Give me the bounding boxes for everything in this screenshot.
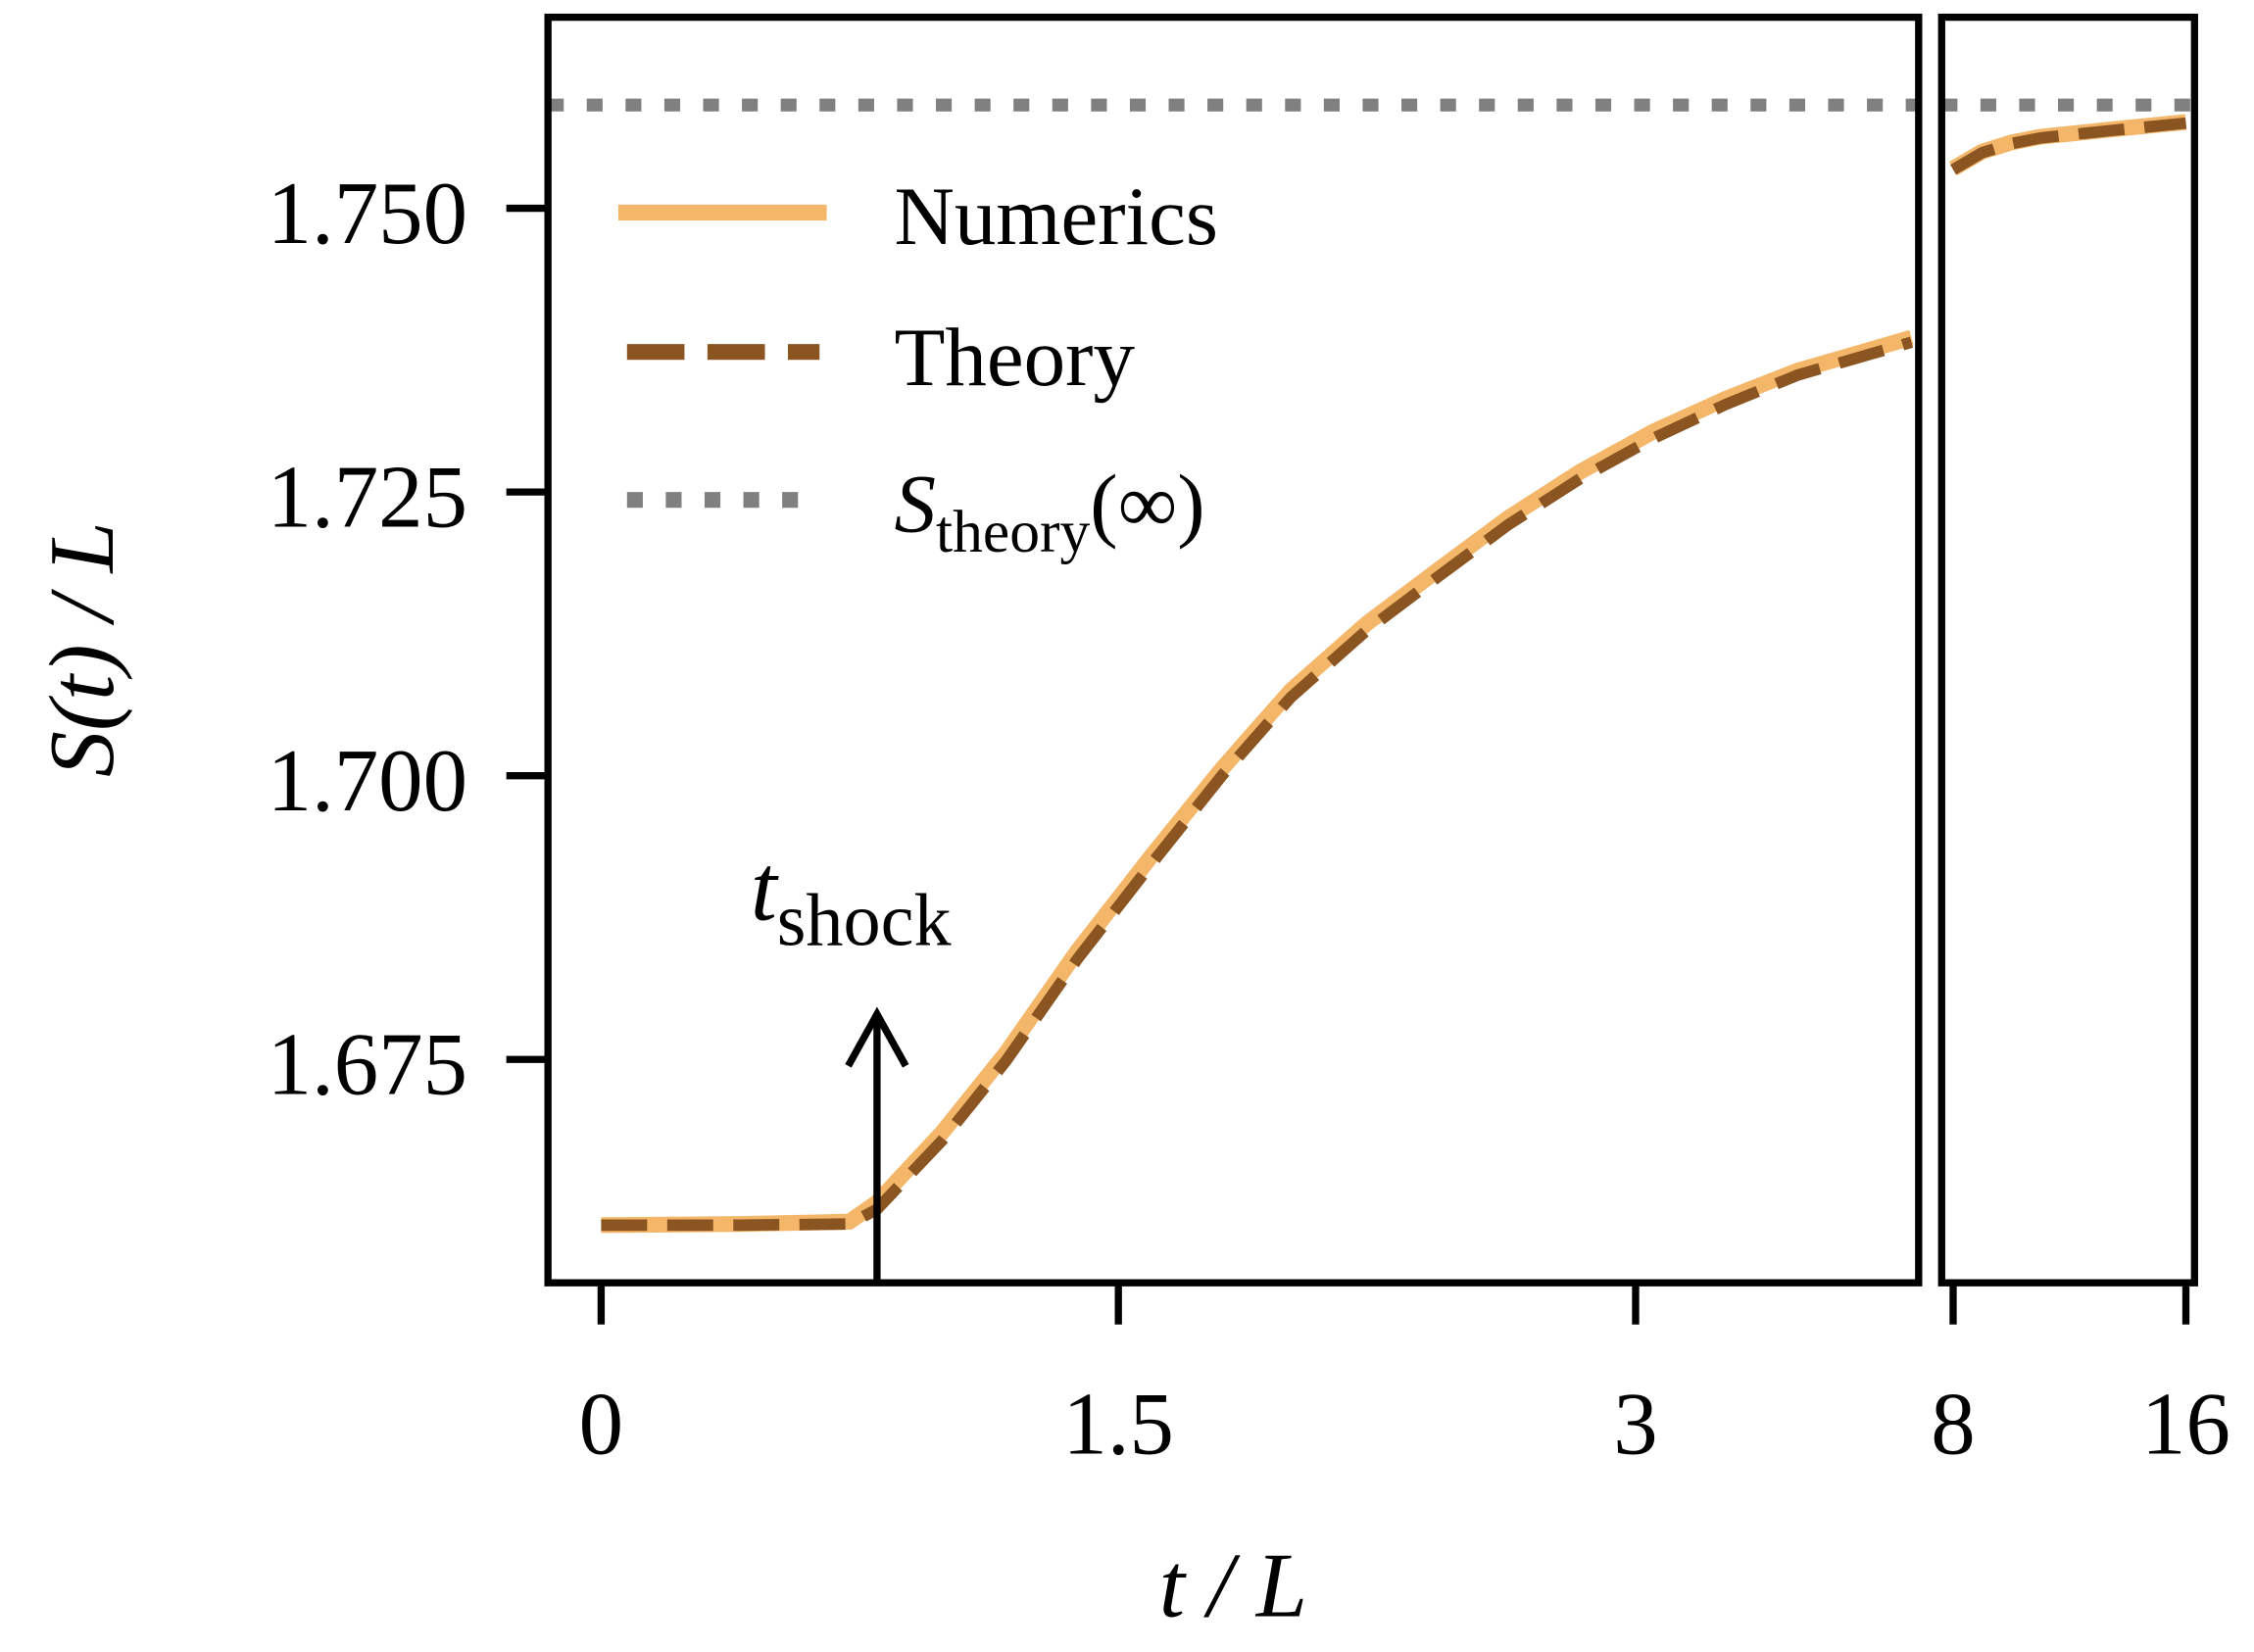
theory-line-main	[601, 336, 1914, 1232]
y-tick-label: 1.700	[268, 731, 467, 830]
x-tick-label-tail: 16	[2141, 1375, 2230, 1474]
x-axis-label: t / L	[1159, 1534, 1307, 1636]
main-axes-frame	[544, 13, 1923, 1287]
legend: Numerics Theory Stheory(∞)	[618, 170, 1218, 565]
shock-label: tshock	[751, 835, 953, 961]
legend-sinf-label: Stheory(∞)	[894, 458, 1204, 565]
shock-arrow-head	[845, 1006, 909, 1068]
shock-annotation: tshock	[751, 835, 953, 1284]
x-tick-label-main: 0	[579, 1375, 623, 1474]
y-tick-label: 1.725	[268, 447, 467, 546]
tail-axes-frame	[1937, 13, 2198, 1287]
x-tick-label-main: 3	[1613, 1375, 1657, 1474]
legend-numerics-label: Numerics	[894, 170, 1218, 263]
x-tick-label-tail: 8	[1931, 1375, 1975, 1474]
numerics-line-main	[601, 329, 1914, 1234]
y-tick-label: 1.750	[268, 164, 467, 263]
legend-theory-label: Theory	[894, 312, 1135, 404]
theory-line-tail	[1950, 117, 2187, 175]
y-axis-label: S(t) / L	[31, 521, 133, 777]
y-tick-label: 1.675	[268, 1014, 467, 1113]
x-tick-label-main: 1.5	[1062, 1375, 1174, 1474]
